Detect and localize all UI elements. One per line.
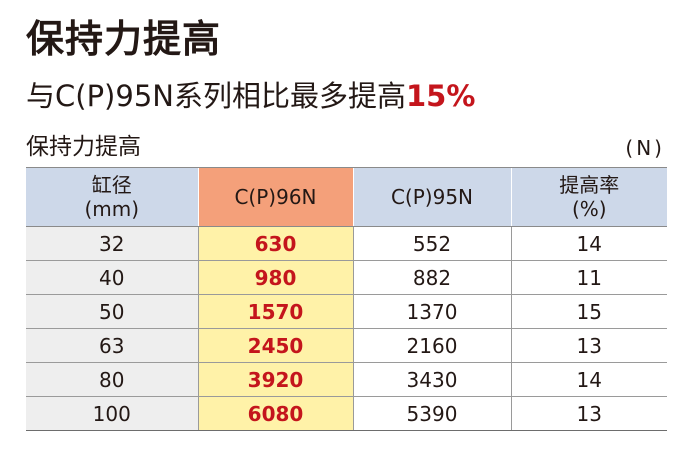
cell-old: 882 (352, 260, 511, 295)
header-bore-unit: (mm) (84, 197, 140, 221)
table-row: 80 3920 3430 14 (26, 362, 667, 397)
header-old-model: C(P)95N (352, 167, 511, 227)
cell-new: 3920 (197, 362, 353, 397)
cell-new: 630 (197, 226, 353, 261)
table-row: 50 1570 1370 15 (26, 294, 667, 329)
cell-bore: 32 (26, 226, 198, 261)
cell-new: 2450 (197, 328, 353, 363)
cell-bore: 80 (26, 362, 198, 397)
cell-old: 2160 (352, 328, 511, 363)
holding-force-table: 缸径 (mm) C(P)96N C(P)95N 提高率 (%) 32 630 5… (26, 167, 667, 431)
page-title: 保持力提高 (26, 17, 222, 61)
header-bore-label: 缸径 (91, 173, 132, 197)
cell-rate: 13 (510, 328, 667, 363)
cell-bore: 50 (26, 294, 198, 329)
cell-new: 980 (197, 260, 353, 295)
subtitle: 与C(P)95N系列相比最多提高15% (26, 76, 475, 116)
cell-rate: 14 (510, 362, 667, 397)
unit-label: (N) (625, 136, 665, 160)
table-caption: 保持力提高 (26, 134, 141, 160)
table-row: 32 630 552 14 (26, 226, 667, 261)
header-rate: 提高率 (%) (510, 167, 667, 227)
cell-old: 5390 (352, 396, 511, 431)
cell-rate: 15 (510, 294, 667, 329)
header-bore: 缸径 (mm) (26, 167, 198, 227)
cell-bore: 40 (26, 260, 198, 295)
subtitle-text: 与C(P)95N系列相比最多提高 (26, 79, 406, 113)
cell-bore: 63 (26, 328, 198, 363)
cell-old: 552 (352, 226, 511, 261)
header-rate-label: 提高率 (559, 173, 620, 197)
table-header-row: 缸径 (mm) C(P)96N C(P)95N 提高率 (%) (26, 167, 667, 227)
cell-old: 3430 (352, 362, 511, 397)
header-rate-unit: (%) (571, 197, 607, 221)
table-row: 63 2450 2160 13 (26, 328, 667, 363)
cell-new: 1570 (197, 294, 353, 329)
cell-rate: 11 (510, 260, 667, 295)
header-new-model: C(P)96N (197, 167, 353, 227)
cell-rate: 13 (510, 396, 667, 431)
table-row: 40 980 882 11 (26, 260, 667, 295)
cell-new: 6080 (197, 396, 353, 431)
subtitle-highlight: 15% (405, 79, 476, 113)
cell-bore: 100 (26, 396, 198, 431)
cell-old: 1370 (352, 294, 511, 329)
cell-rate: 14 (510, 226, 667, 261)
table-row: 100 6080 5390 13 (26, 396, 667, 431)
